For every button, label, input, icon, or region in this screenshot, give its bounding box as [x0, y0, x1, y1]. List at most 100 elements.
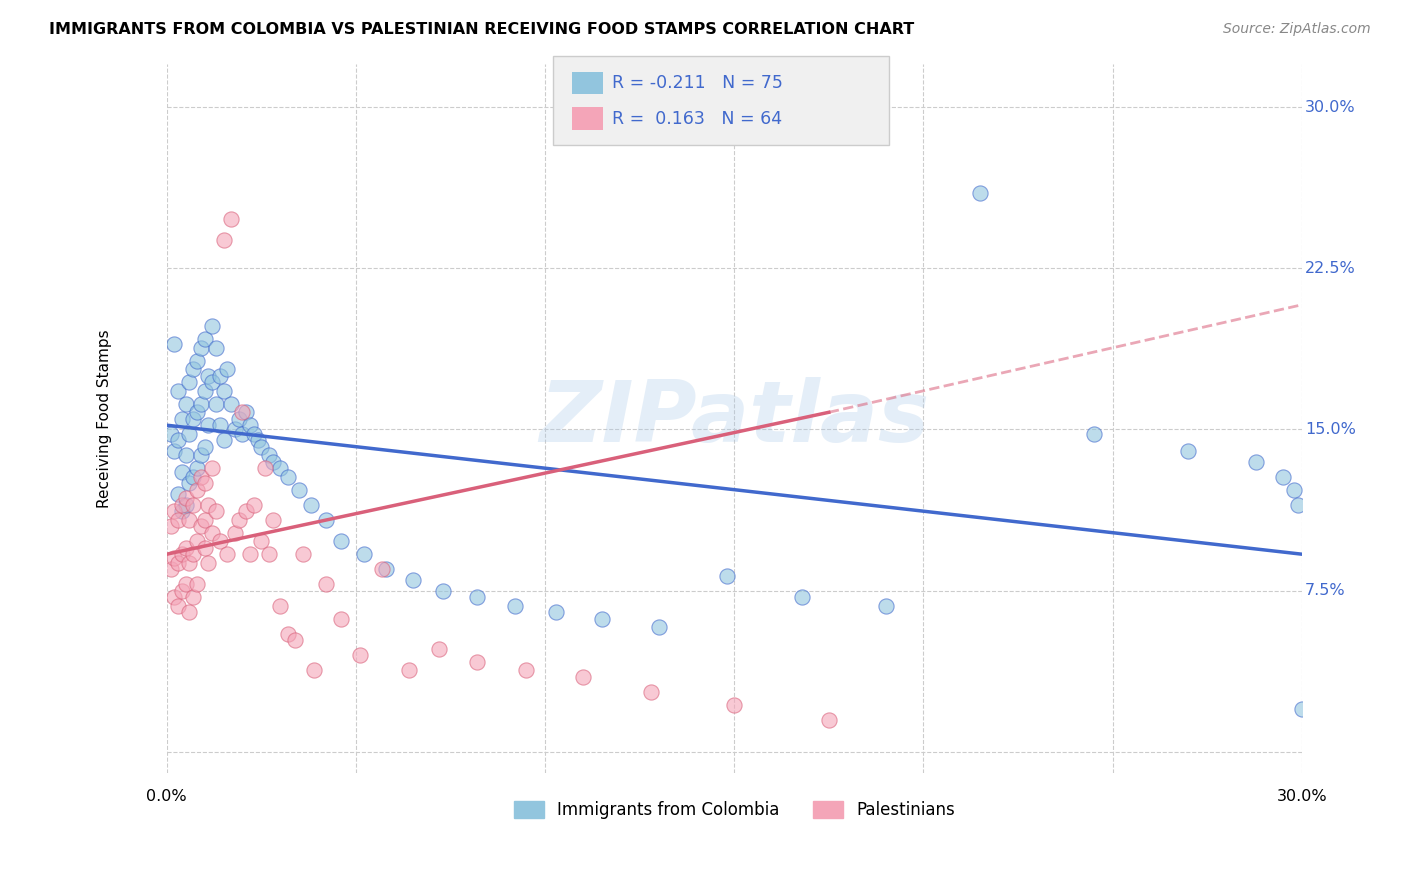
Point — [197, 498, 219, 512]
Point — [375, 562, 398, 576]
Point — [170, 498, 193, 512]
Point — [190, 397, 212, 411]
Point — [208, 368, 231, 383]
Point — [181, 547, 204, 561]
Point — [246, 434, 269, 448]
Point — [159, 562, 181, 576]
Point — [299, 498, 322, 512]
Point — [262, 455, 284, 469]
Text: IMMIGRANTS FROM COLOMBIA VS PALESTINIAN RECEIVING FOOD STAMPS CORRELATION CHART: IMMIGRANTS FROM COLOMBIA VS PALESTINIAN … — [49, 22, 914, 37]
Legend: Immigrants from Colombia, Palestinians: Immigrants from Colombia, Palestinians — [508, 794, 962, 825]
Point — [465, 590, 488, 604]
Point — [257, 448, 280, 462]
Point — [190, 341, 212, 355]
Point — [402, 573, 425, 587]
Point — [190, 470, 212, 484]
Point — [1177, 444, 1199, 458]
Point — [181, 362, 204, 376]
Point — [167, 556, 190, 570]
Point — [1282, 483, 1305, 497]
Point — [239, 547, 262, 561]
Point — [371, 562, 394, 576]
Point — [1291, 702, 1313, 716]
Point — [353, 547, 375, 561]
Point — [208, 534, 231, 549]
Point — [503, 599, 526, 613]
Point — [208, 418, 231, 433]
Point — [269, 461, 291, 475]
Point — [197, 556, 219, 570]
Point — [179, 426, 201, 441]
Point — [304, 663, 326, 677]
Text: 0.0%: 0.0% — [146, 789, 187, 804]
Point — [201, 319, 224, 334]
Text: R =  0.163   N = 64: R = 0.163 N = 64 — [612, 110, 782, 128]
Point — [174, 541, 197, 555]
Point — [572, 670, 595, 684]
Point — [179, 556, 201, 570]
Point — [174, 577, 197, 591]
Point — [181, 590, 204, 604]
Point — [212, 434, 235, 448]
Point — [167, 513, 190, 527]
Point — [181, 470, 204, 484]
Point — [170, 411, 193, 425]
Point — [349, 648, 371, 663]
Point — [197, 418, 219, 433]
Point — [257, 547, 280, 561]
Point — [179, 375, 201, 389]
Point — [186, 353, 208, 368]
Point — [217, 362, 239, 376]
Point — [212, 384, 235, 398]
Point — [205, 504, 228, 518]
Point — [427, 641, 450, 656]
Point — [288, 483, 311, 497]
Point — [174, 491, 197, 506]
Point — [716, 568, 738, 582]
Point — [315, 577, 337, 591]
Point — [179, 605, 201, 619]
Point — [170, 547, 193, 561]
Point — [515, 663, 537, 677]
Text: Receiving Food Stamps: Receiving Food Stamps — [97, 329, 112, 508]
Point — [465, 655, 488, 669]
Point — [163, 444, 186, 458]
Point — [250, 440, 273, 454]
Point — [186, 534, 208, 549]
Point — [243, 498, 266, 512]
Point — [181, 498, 204, 512]
Point — [235, 504, 257, 518]
Point — [159, 519, 181, 533]
Point — [190, 519, 212, 533]
Point — [186, 483, 208, 497]
Point — [179, 476, 201, 491]
Point — [170, 466, 193, 480]
Point — [179, 513, 201, 527]
Point — [231, 426, 253, 441]
Point — [262, 513, 284, 527]
Point — [163, 336, 186, 351]
Point — [217, 547, 239, 561]
Point — [194, 440, 217, 454]
Point — [205, 341, 228, 355]
Point — [969, 186, 991, 200]
Point — [205, 397, 228, 411]
Point — [159, 426, 181, 441]
Point — [163, 551, 186, 566]
Point — [546, 605, 568, 619]
Text: ZIPatlas: ZIPatlas — [538, 377, 929, 460]
Point — [174, 448, 197, 462]
Point — [875, 599, 897, 613]
Point — [190, 448, 212, 462]
Point — [167, 384, 190, 398]
Text: Source: ZipAtlas.com: Source: ZipAtlas.com — [1223, 22, 1371, 37]
Point — [284, 633, 307, 648]
Point — [591, 612, 613, 626]
Point — [212, 233, 235, 247]
Point — [1083, 426, 1105, 441]
Point — [170, 504, 193, 518]
Point — [201, 461, 224, 475]
Point — [186, 461, 208, 475]
Point — [269, 599, 291, 613]
Point — [315, 513, 337, 527]
